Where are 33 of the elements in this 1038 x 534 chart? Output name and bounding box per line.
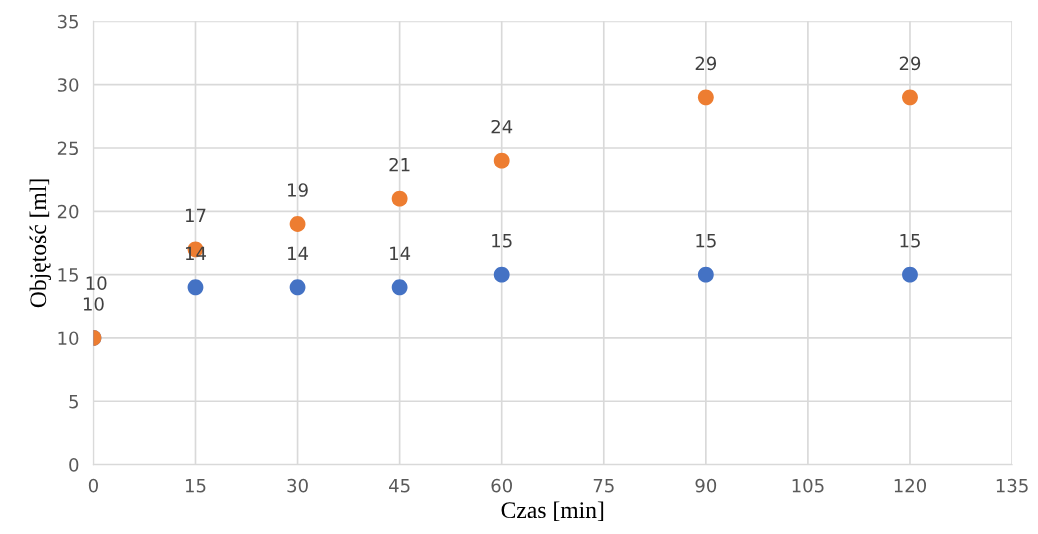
data-label: 10 [86, 276, 107, 290]
y-axis-title: Objętość [ml] [29, 179, 51, 308]
data-label: 21 [389, 157, 410, 172]
y-tick-label: 15 [58, 268, 78, 282]
data-label: 29 [899, 56, 921, 71]
x-tick-label: 0 [88, 478, 98, 493]
y-tick-label: 0 [69, 458, 79, 472]
x-tick-label: 105 [792, 478, 824, 493]
y-tick-label: 20 [57, 204, 79, 219]
data-label: 14 [288, 246, 309, 260]
y-tick-label: 25 [57, 141, 78, 156]
x-tick-label: 45 [389, 479, 410, 493]
data-label: 14 [390, 246, 411, 260]
x-tick-label: 60 [491, 478, 512, 493]
data-label: 17 [185, 208, 206, 222]
data-label: 10 [83, 297, 104, 311]
data-label: 15 [492, 234, 512, 248]
x-tick-label: 30 [287, 478, 308, 493]
y-tick-label: 30 [57, 78, 79, 92]
x-tick-label: 135 [996, 478, 1028, 493]
x-tick-label: 120 [894, 478, 927, 493]
x-tick-label: 75 [593, 479, 614, 493]
x-axis-title: Czas [min] [501, 501, 604, 522]
data-label: 24 [491, 119, 513, 134]
y-tick-label: 10 [58, 331, 79, 346]
x-tick-label: 90 [695, 478, 717, 493]
data-label: 19 [288, 183, 308, 197]
data-label: 29 [695, 56, 717, 71]
y-tick-label: 35 [57, 14, 78, 29]
data-label: 15 [696, 234, 716, 248]
x-tick-label: 15 [185, 479, 206, 493]
data-label: 15 [900, 234, 920, 248]
y-tick-label: 5 [69, 394, 78, 409]
